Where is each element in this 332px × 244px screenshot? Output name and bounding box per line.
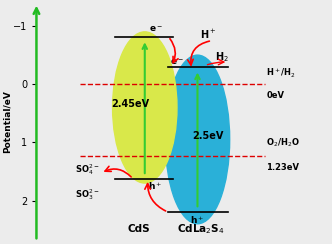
Ellipse shape [113, 32, 177, 183]
Ellipse shape [165, 55, 230, 224]
Text: e$^-$: e$^-$ [170, 57, 184, 67]
Text: SO$_3^{2-}$: SO$_3^{2-}$ [74, 187, 99, 202]
Text: CdLa$_2$S$_4$: CdLa$_2$S$_4$ [177, 223, 224, 236]
Text: 2.45eV: 2.45eV [111, 100, 149, 110]
Text: 0eV: 0eV [266, 91, 284, 100]
Text: H$^+$/H$_2$: H$^+$/H$_2$ [266, 66, 296, 80]
Y-axis label: Potential/eV: Potential/eV [3, 91, 12, 153]
Text: O$_2$/H$_2$O: O$_2$/H$_2$O [266, 137, 300, 149]
Text: CdS: CdS [127, 224, 150, 234]
Text: h$^+$: h$^+$ [148, 181, 162, 193]
Text: 2.5eV: 2.5eV [192, 132, 223, 142]
Text: e$^-$: e$^-$ [149, 24, 163, 34]
Text: h$^+$: h$^+$ [190, 214, 205, 226]
Text: H$^+$: H$^+$ [200, 28, 216, 41]
Text: H$_2$: H$_2$ [215, 50, 229, 64]
Text: SO$_4^{2-}$: SO$_4^{2-}$ [74, 162, 99, 177]
Text: 1.23eV: 1.23eV [266, 163, 299, 172]
